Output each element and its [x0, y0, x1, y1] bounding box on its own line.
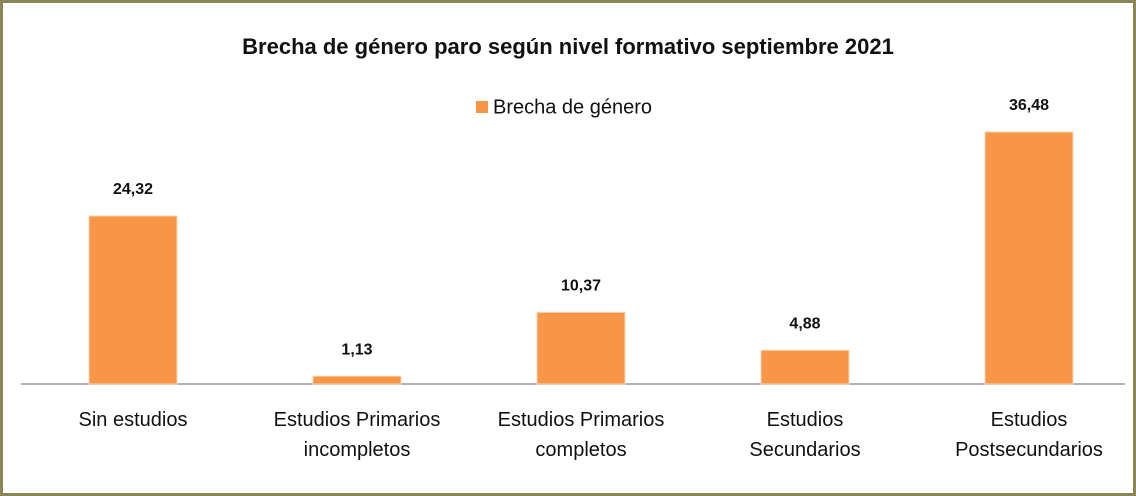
x-tick-label: Estudios Primarios incompletos [273, 409, 441, 461]
bar [312, 375, 402, 385]
data-label: 36,48 [1009, 97, 1049, 114]
chart: Brecha de género paro según nivel format… [21, 34, 1125, 385]
legend-swatch [476, 101, 488, 113]
data-label: 1,13 [341, 341, 372, 358]
legend-label: Brecha de género [493, 96, 652, 118]
bar [984, 131, 1074, 385]
x-tick-label: Estudios Secundarios [749, 409, 861, 461]
data-label: 10,37 [561, 278, 601, 295]
bar [536, 311, 626, 385]
bar [88, 215, 178, 385]
data-label: 4,88 [789, 316, 820, 333]
x-tick-label: Sin estudios [78, 409, 188, 431]
data-label: 24,32 [113, 181, 153, 198]
x-tick-label: Estudios Postsecundarios [955, 409, 1103, 461]
x-tick-label: Estudios Primarios completos [497, 409, 665, 461]
chart-title: Brecha de género paro según nivel format… [242, 34, 894, 59]
bar [760, 349, 850, 385]
